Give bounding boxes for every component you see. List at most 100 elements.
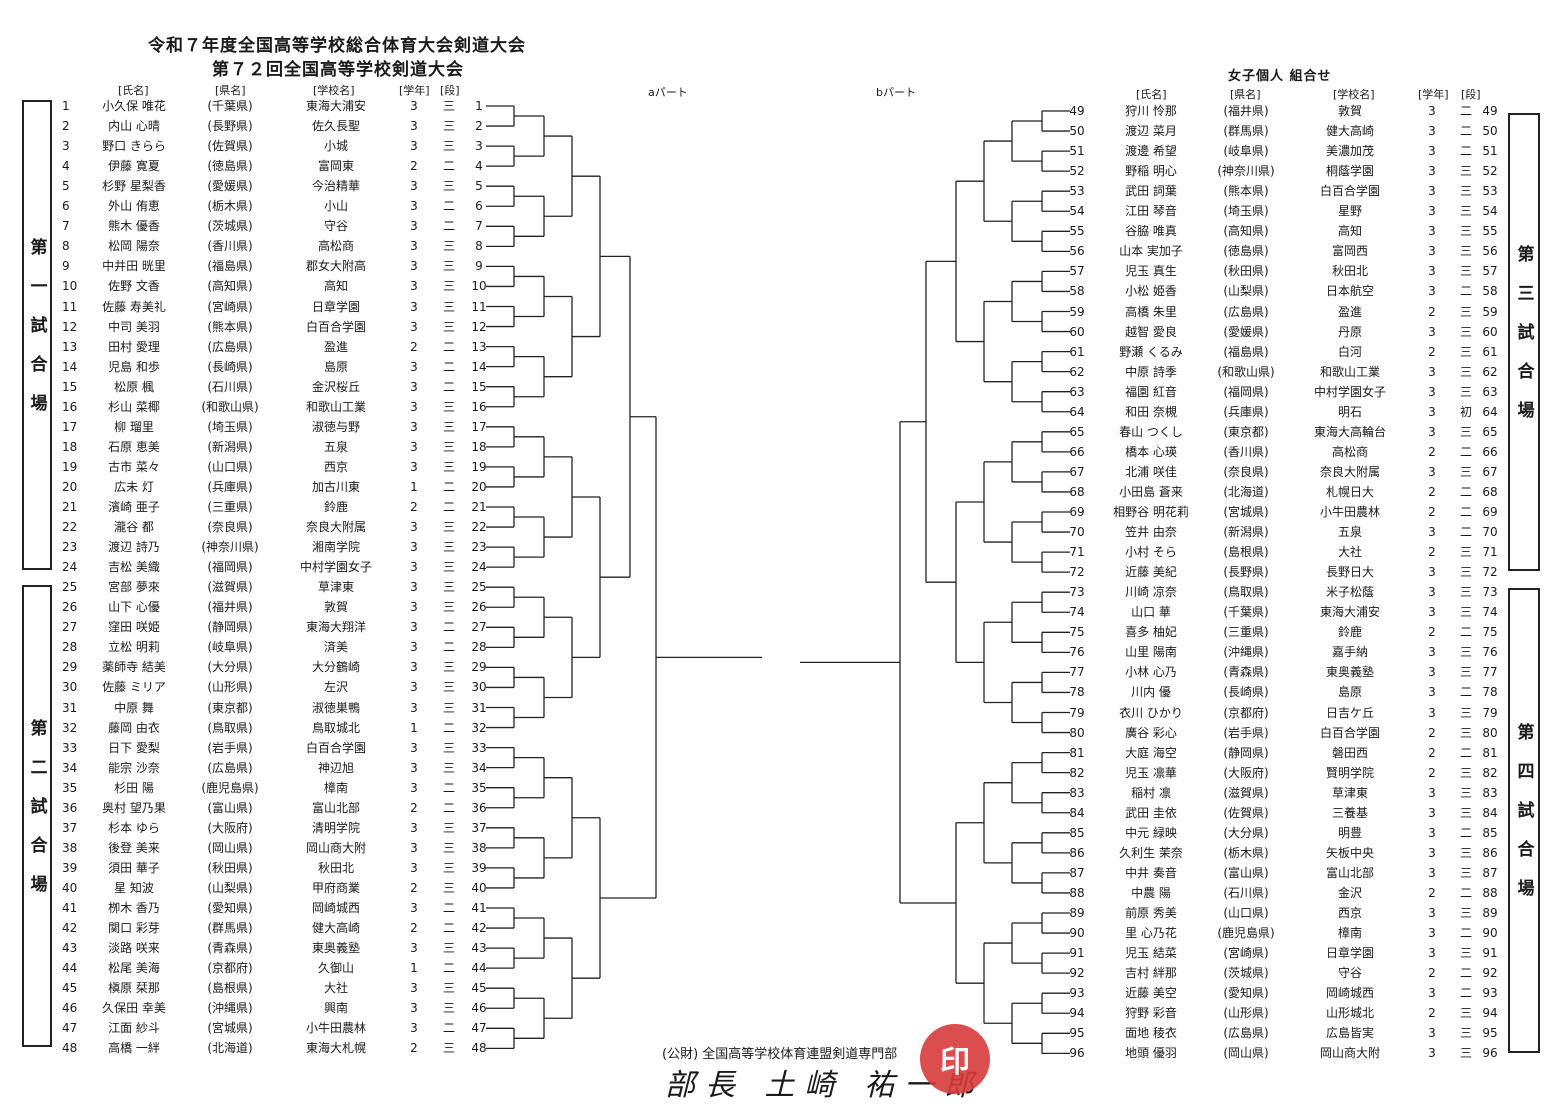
entry-grade: 3 bbox=[410, 620, 418, 635]
entry-grade: 3 bbox=[410, 540, 418, 555]
entry-school: 敦賀 bbox=[323, 600, 349, 615]
entry-number: 59 bbox=[1069, 304, 1085, 319]
entry-number: 50 bbox=[1069, 124, 1085, 139]
entry-number-right: 75 bbox=[1482, 625, 1498, 640]
entry-row: 69 相野谷 明花莉 (宮城県) 小牛田農林 2 二 69 bbox=[0, 502, 1556, 522]
entry-row: 9 中井田 晄里 (福島県) 郡女大附高 3 三 9 bbox=[0, 256, 1556, 276]
entry-school: 日章学園 bbox=[1325, 946, 1375, 961]
entry-name: 谷脇 唯真 bbox=[1125, 224, 1177, 239]
entry-number: 36 bbox=[62, 800, 78, 815]
court-box-2: 第二試合場 bbox=[22, 585, 52, 1047]
entry-name: 石原 恵美 bbox=[108, 439, 160, 454]
entry-name: 古市 菜々 bbox=[108, 459, 160, 474]
entry-grade: 2 bbox=[1428, 444, 1436, 459]
entry-prefecture: (富山県) bbox=[1223, 865, 1269, 880]
entry-dan: 三 bbox=[1459, 865, 1473, 880]
entry-number: 11 bbox=[62, 299, 78, 314]
entry-number-right: 68 bbox=[1482, 484, 1498, 499]
entry-row: 47 江面 紗斗 (宮城県) 小牛田農林 3 二 47 bbox=[0, 1018, 1556, 1038]
entry-number: 32 bbox=[62, 720, 78, 735]
entry-prefecture: (東京都) bbox=[1223, 424, 1269, 439]
entry-school: 健大高崎 bbox=[311, 921, 361, 936]
entry-number: 29 bbox=[62, 660, 78, 675]
entry-school: 佐久長聖 bbox=[311, 119, 361, 134]
entry-school: 甲府商業 bbox=[311, 880, 361, 895]
entry-row: 94 狩野 彩音 (山形県) 山形城北 2 三 94 bbox=[0, 1003, 1556, 1023]
entry-school: 岡崎城西 bbox=[311, 901, 361, 915]
entry-row: 44 松尾 美海 (京都府) 久御山 1 二 44 bbox=[0, 958, 1556, 978]
entry-prefecture: (兵庫県) bbox=[1223, 404, 1269, 419]
entry-name: 相野谷 明花莉 bbox=[1113, 505, 1189, 519]
entry-grade: 3 bbox=[410, 399, 418, 414]
entry-number-right: 90 bbox=[1482, 926, 1498, 941]
entry-number-right: 38 bbox=[471, 840, 487, 855]
entry-school: 盈進 bbox=[323, 339, 349, 354]
entry-number-right: 8 bbox=[475, 239, 483, 254]
entry-prefecture: (埼玉県) bbox=[207, 419, 253, 434]
entry-grade: 3 bbox=[410, 700, 418, 715]
entry-number-right: 76 bbox=[1482, 645, 1498, 660]
entry-name: 野口 きらら bbox=[102, 139, 166, 154]
entry-name: 広未 灯 bbox=[114, 479, 154, 494]
entry-name: 中原 舞 bbox=[114, 700, 154, 715]
entry-row: 80 廣谷 彩心 (岩手県) 白百合学園 2 三 80 bbox=[0, 723, 1556, 743]
entry-number-right: 21 bbox=[471, 500, 487, 514]
entry-grade: 3 bbox=[1428, 605, 1436, 620]
entry-dan: 二 bbox=[442, 219, 456, 234]
entry-number-right: 42 bbox=[471, 921, 487, 936]
entry-prefecture: (静岡県) bbox=[1223, 745, 1269, 760]
entry-row: 45 槇原 栞那 (島根県) 大社 3 三 45 bbox=[0, 978, 1556, 998]
entry-row: 78 川内 優 (長崎県) 島原 3 二 78 bbox=[0, 682, 1556, 702]
entry-number: 23 bbox=[62, 540, 78, 555]
entry-school: 秋田北 bbox=[317, 860, 355, 875]
entry-prefecture: (三重県) bbox=[207, 500, 253, 514]
entry-dan: 二 bbox=[442, 339, 456, 354]
entry-prefecture: (広島県) bbox=[207, 760, 253, 775]
entry-number: 52 bbox=[1069, 164, 1085, 179]
entry-name: 野瀬 くるみ bbox=[1119, 344, 1183, 359]
entry-grade: 2 bbox=[1428, 1006, 1436, 1021]
entry-dan: 三 bbox=[1459, 324, 1473, 339]
entry-dan: 三 bbox=[442, 880, 456, 895]
entry-dan: 三 bbox=[1459, 464, 1473, 479]
entry-number-right: 87 bbox=[1482, 865, 1498, 880]
entry-row: 16 杉山 菜椰 (和歌山県) 和歌山工業 3 三 16 bbox=[0, 397, 1556, 417]
entry-name: 近藤 美紀 bbox=[1125, 565, 1177, 580]
entry-name: 熊木 優香 bbox=[108, 219, 160, 234]
entry-row: 85 中元 緑映 (大分県) 明豊 3 二 85 bbox=[0, 823, 1556, 843]
header-pref-left: [県名] bbox=[215, 84, 246, 97]
entry-row: 66 橋本 心瑛 (香川県) 高松商 2 二 66 bbox=[0, 442, 1556, 462]
entry-number-right: 89 bbox=[1482, 906, 1498, 920]
entry-number: 14 bbox=[62, 359, 78, 374]
entry-row: 88 中農 陽 (石川県) 金沢 2 二 88 bbox=[0, 883, 1556, 903]
entry-number: 65 bbox=[1069, 424, 1085, 439]
entry-row: 42 関口 彩芽 (群馬県) 健大高崎 2 二 42 bbox=[0, 918, 1556, 938]
entry-grade: 3 bbox=[410, 740, 418, 755]
entry-dan: 初 bbox=[1459, 404, 1473, 419]
entry-row: 22 瀧谷 都 (奈良県) 奈良大附属 3 三 22 bbox=[0, 517, 1556, 537]
entry-number-right: 91 bbox=[1482, 946, 1498, 961]
entry-prefecture: (佐賀県) bbox=[1223, 805, 1269, 820]
entry-dan: 三 bbox=[1459, 665, 1473, 680]
court-label-4: 第四試合場 bbox=[1513, 723, 1534, 918]
entry-name: 大庭 海空 bbox=[1125, 745, 1177, 760]
entry-school: 和歌山工業 bbox=[1319, 364, 1381, 379]
entry-number: 6 bbox=[62, 199, 70, 214]
entry-dan: 三 bbox=[1459, 1046, 1473, 1061]
entry-prefecture: (新潟県) bbox=[207, 439, 253, 454]
entry-dan: 三 bbox=[442, 259, 456, 274]
entry-prefecture: (石川県) bbox=[1223, 885, 1269, 900]
entry-dan: 三 bbox=[442, 299, 456, 314]
entry-row: 83 稲村 凛 (滋賀県) 草津東 3 三 83 bbox=[0, 783, 1556, 803]
entry-prefecture: (秋田県) bbox=[1223, 264, 1269, 279]
entry-school: 高松商 bbox=[1331, 444, 1369, 459]
entry-dan: 三 bbox=[442, 279, 456, 294]
bracket-title: 女子個人 組合せ bbox=[1228, 69, 1332, 84]
entry-number-right: 59 bbox=[1482, 304, 1498, 319]
entry-dan: 二 bbox=[442, 620, 456, 635]
entry-grade: 3 bbox=[1428, 705, 1436, 720]
entry-school: 鳥取城北 bbox=[311, 720, 361, 735]
entry-number-right: 16 bbox=[471, 399, 487, 414]
entry-grade: 3 bbox=[1428, 845, 1436, 860]
entry-dan: 三 bbox=[1459, 184, 1473, 199]
